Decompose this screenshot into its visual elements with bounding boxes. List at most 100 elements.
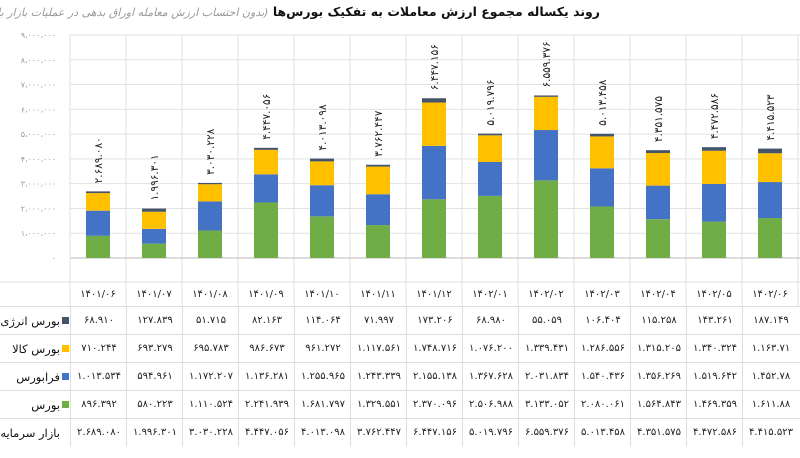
- bar-segment: [366, 164, 390, 167]
- total-data-label: ۶.۵۵۹.۳۷۶: [541, 41, 553, 87]
- table-cell: ۱.۲۸۶.۵۵۶: [574, 335, 631, 363]
- bar-segment: [478, 161, 502, 196]
- table-cell: ۸۲.۱۶۳: [238, 307, 295, 335]
- bar-segment: [758, 218, 782, 258]
- table-cell: ۶.۵۵۹.۳۷۶: [518, 419, 575, 447]
- bar-segment: [198, 201, 222, 231]
- bar-segment: [422, 145, 446, 200]
- y-tick-label: ۴،۰۰۰،۰۰۰: [21, 155, 56, 164]
- bar-segment: [366, 194, 390, 226]
- table-cell: ۲.۵۰۶.۹۸۸: [462, 391, 519, 419]
- bar-segment: [198, 184, 222, 202]
- bar-segment: [310, 161, 334, 186]
- bar-segment: [646, 153, 670, 186]
- bar-segment: [590, 136, 614, 169]
- total-data-label: ۶.۴۴۷.۱۵۶: [429, 44, 441, 90]
- bar-segment: [142, 228, 166, 244]
- table-row: بورس انرژی ۶۸.۹۱۰ ۱۲۷.۸۳۹ ۵۱.۷۱۵ ۸۲.۱۶۳ ۱۱۴.۰…: [0, 306, 800, 335]
- table-cell: ۲.۳۷۰.۰۹۶: [406, 391, 463, 419]
- bar-segment: [702, 150, 726, 184]
- x-category-label: ۱۴۰۱/۱۱: [360, 289, 396, 300]
- table-cell: ۱.۱۳۶.۲۸۱: [238, 363, 295, 391]
- table-cell: ۳.۷۶۲.۴۴۷: [350, 419, 407, 447]
- bar-segment: [702, 221, 726, 258]
- table-cell: ۴.۴۴۷.۰۵۶: [238, 419, 295, 447]
- table-cell: ۱.۲۵۵.۹۶۵: [294, 363, 351, 391]
- bar-segment: [758, 148, 782, 154]
- total-data-label: ۴.۰۱۳.۰۹۸: [317, 104, 329, 151]
- x-category-label: ۱۴۰۱/۰۷: [136, 289, 172, 300]
- bar-segment: [310, 216, 334, 258]
- table-cell: ۵.۰۱۳.۴۵۸: [574, 419, 631, 447]
- chart-title-main: روند یکساله مجموع ارزش معاملات به تفکیک …: [272, 4, 600, 19]
- bar-segment: [142, 208, 166, 212]
- table-cell: ۲.۶۸۹.۰۸۰: [70, 419, 127, 447]
- y-tick-label: ۸،۰۰۰،۰۰۰: [21, 56, 56, 65]
- bar-segment: [198, 230, 222, 258]
- table-cell: ۱۲۷.۸۳۹: [126, 307, 183, 335]
- table-cell: ۱.۹۹۶.۳۰۱: [126, 419, 183, 447]
- table-cell: ۲.۰۳۱.۸۳۴: [518, 363, 575, 391]
- bar-segment: [422, 98, 446, 103]
- y-tick-label: ۳،۰۰۰،۰۰۰: [21, 180, 56, 189]
- table-cell: ۱.۱۷۲.۲۰۷: [182, 363, 239, 391]
- row-label: بورس انرژی: [0, 314, 60, 328]
- bar-segment: [534, 96, 558, 131]
- table-cell: ۱.۵۱۹.۶۴۲: [686, 363, 743, 391]
- table-cell: ۱.۱۱۰.۵۲۴: [182, 391, 239, 419]
- bar-segment: [366, 225, 390, 258]
- table-cell: ۵۵.۰۵۹: [518, 307, 575, 335]
- legend-swatch-icon: [62, 317, 69, 324]
- table-cell: ۱.۰۱۳.۵۳۴: [70, 363, 127, 391]
- table-cell: ۶۹۵.۷۸۳: [182, 335, 239, 363]
- bar-segment: [86, 193, 110, 211]
- table-cell: ۱۴۳.۲۶۱: [686, 307, 743, 335]
- table-cell: ۱.۶۱۱.۸۸: [742, 391, 799, 419]
- bar-segment: [142, 211, 166, 229]
- y-tick-label: ۱،۰۰۰،۰۰۰: [21, 229, 56, 238]
- table-cell: ۱.۶۸۱.۷۹۷: [294, 391, 351, 419]
- table-cell: ۱.۲۴۳.۳۳۹: [350, 363, 407, 391]
- legend-swatch-icon: [62, 345, 69, 352]
- table-cell: ۲.۲۴۱.۹۳۹: [238, 391, 295, 419]
- table-cell: ۵۱.۷۱۵: [182, 307, 239, 335]
- table-cell: ۴.۰۱۳.۰۹۸: [294, 419, 351, 447]
- x-category-label: ۱۴۰۲/۰۲: [528, 289, 564, 300]
- x-category-label: ۱۴۰۱/۱۰: [304, 289, 340, 300]
- table-cell: ۲.۰۸۰.۰۶۱: [574, 391, 631, 419]
- bar-segment: [254, 149, 278, 175]
- table-cell: ۱.۰۷۶.۲۰۰: [462, 335, 519, 363]
- table-cell: ۱.۳۲۹.۵۵۱: [350, 391, 407, 419]
- table-cell: ۷۱۰.۲۴۴: [70, 335, 127, 363]
- y-tick-label: ۹،۰۰۰،۰۰۰: [21, 31, 56, 40]
- bar-segment: [310, 185, 334, 217]
- bar-segment: [478, 195, 502, 258]
- table-cell: ۶۹۳.۲۷۹: [126, 335, 183, 363]
- total-data-label: ۳.۷۶۲.۴۴۷: [373, 110, 385, 157]
- legend-swatch-icon: [62, 373, 69, 380]
- y-tick-label: ۷،۰۰۰،۰۰۰: [21, 81, 56, 90]
- y-tick-label: ۶،۰۰۰،۰۰۰: [21, 105, 56, 114]
- bar-segment: [646, 219, 670, 258]
- table-row: بورس ۸۹۶.۳۹۲ ۵۸۰.۲۲۳ ۱.۱۱۰.۵۲۴ ۲.۲۴۱.۹۳۹ ۱.۶۸…: [0, 390, 800, 419]
- bar-segment: [646, 185, 670, 220]
- table-cell: ۷۱.۹۹۷: [350, 307, 407, 335]
- total-data-label: ۴.۴۱۵.۵۲۳: [765, 94, 777, 141]
- x-category-label: ۱۴۰۲/۰۶: [752, 289, 788, 300]
- table-cell: ۱.۴۵۲.۷۸: [742, 363, 799, 391]
- bar-segment: [254, 174, 278, 203]
- bar-segment: [254, 147, 278, 150]
- table-cell: ۲.۱۵۵.۱۳۸: [406, 363, 463, 391]
- table-row: فرابورس ۱.۰۱۳.۵۳۴ ۵۹۴.۹۶۱ ۱.۱۷۲.۲۰۷ ۱.۱۳۶.۲۸…: [0, 362, 800, 391]
- table-cell: ۱.۳۶۷.۶۲۸: [462, 363, 519, 391]
- table-cell: ۱.۳۵۶.۲۶۹: [630, 363, 687, 391]
- table-cell: ۶۸.۹۸۰: [462, 307, 519, 335]
- x-category-label: ۱۴۰۲/۰۱: [472, 289, 508, 300]
- bar-segment: [86, 235, 110, 258]
- table-cell: ۴.۴۷۲.۵۸۶: [686, 419, 743, 447]
- total-data-label: ۴.۳۵۱.۵۷۵: [653, 96, 665, 143]
- table-cell: ۶.۴۴۷.۱۵۶: [406, 419, 463, 447]
- x-category-label: ۱۴۰۱/۰۹: [248, 289, 284, 300]
- y-tick-label: ۰: [52, 254, 56, 263]
- total-data-label: ۵.۰۱۹.۷۹۶: [485, 79, 497, 125]
